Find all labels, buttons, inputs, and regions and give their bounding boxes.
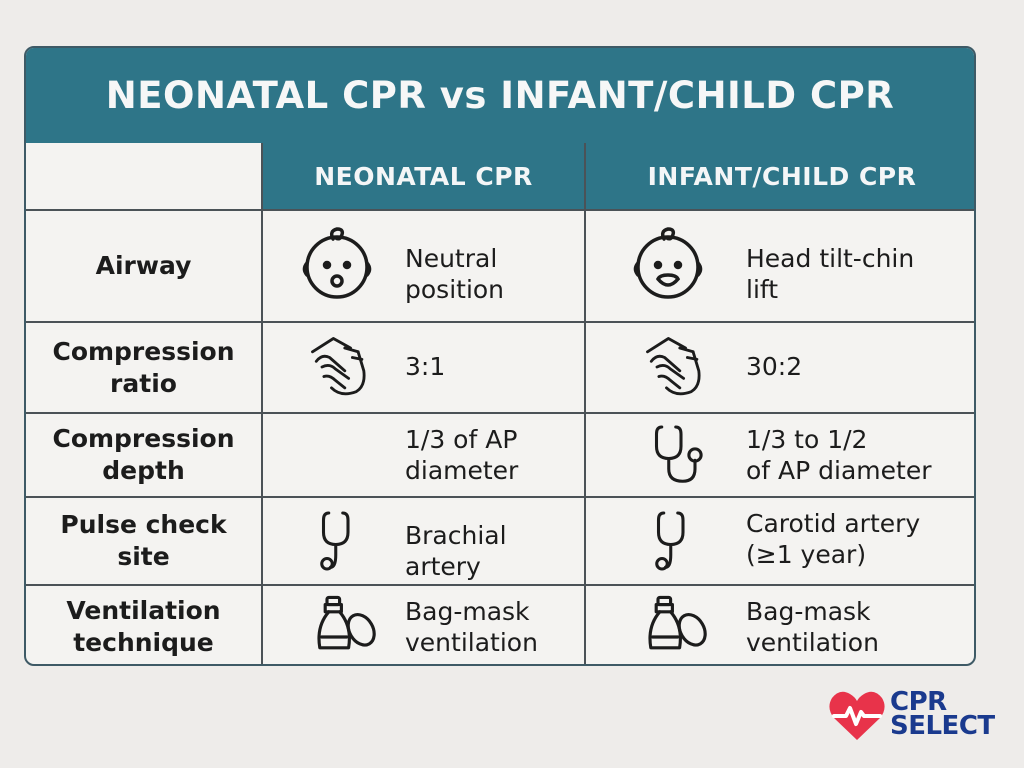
neonatal-cell: 1/3 of AP diameter — [261, 414, 584, 496]
heart-pulse-icon — [829, 691, 885, 740]
row-label: Ventilation technique — [66, 596, 221, 657]
stethoscope-icon — [646, 420, 716, 490]
neonatal-value: 1/3 of AP diameter — [405, 425, 519, 485]
neonatal-cell: 3:1 — [261, 323, 584, 412]
infant-child-cell: Bag-mask ventilation — [584, 586, 974, 664]
infant-child-value: 30:2 — [746, 352, 803, 381]
hands-compression-icon — [303, 329, 379, 405]
neonatal-value: Brachial artery — [405, 521, 507, 581]
header-neonatal: NEONATAL CPR — [261, 143, 584, 209]
stethoscope-icon — [313, 506, 383, 576]
table-row: Pulse check site Brachial artery — [26, 496, 974, 584]
row-label-cell: Airway — [26, 211, 261, 321]
header-empty-cell — [26, 143, 261, 209]
hands-compression-icon — [638, 329, 714, 405]
table-header-row: NEONATAL CPR INFANT/CHILD CPR — [26, 143, 974, 209]
infant-child-value: 1/3 to 1/2 of AP diameter — [746, 425, 932, 485]
bag-mask-icon — [309, 592, 381, 664]
row-label-cell: Compression depth — [26, 414, 261, 496]
baby-face-icon — [297, 225, 377, 305]
row-label-cell: Ventilation technique — [26, 586, 261, 664]
baby-face-icon — [628, 225, 708, 305]
column-header-neonatal: NEONATAL CPR — [314, 161, 533, 191]
title-bar: NEONATAL CPR vs INFANT/CHILD CPR — [26, 48, 974, 143]
neonatal-cell: Brachial artery — [261, 498, 584, 584]
row-label: Pulse check site — [60, 510, 227, 571]
row-label: Compression depth — [52, 424, 235, 485]
infant-child-value: Bag-mask ventilation — [746, 597, 879, 657]
cpr-select-logo: CPR SELECT — [828, 688, 998, 744]
infant-child-cell: 30:2 — [584, 323, 974, 412]
logo-line-1: CPR — [890, 687, 947, 717]
header-infant-child: INFANT/CHILD CPR — [584, 143, 974, 209]
row-label: Compression ratio — [52, 336, 235, 398]
table-row: Airway Neutral position — [26, 209, 974, 321]
stethoscope-icon — [648, 506, 718, 576]
column-header-infant-child: INFANT/CHILD CPR — [647, 161, 917, 191]
infant-child-value: Head tilt-chin lift — [746, 244, 915, 304]
neonatal-value: Bag-mask ventilation — [405, 597, 538, 657]
infant-child-cell: Carotid artery (≥1 year) — [584, 498, 974, 584]
row-label-cell: Pulse check site — [26, 498, 261, 584]
infant-child-cell: Head tilt-chin lift — [584, 211, 974, 321]
infant-child-cell: 1/3 to 1/2 of AP diameter — [584, 414, 974, 496]
page-title: NEONATAL CPR vs INFANT/CHILD CPR — [105, 74, 895, 117]
row-label-cell: Compression ratio — [26, 323, 261, 412]
logo-text: CPR SELECT — [890, 687, 995, 741]
neonatal-cell: Neutral position — [261, 211, 584, 321]
logo-line-2: SELECT — [890, 711, 995, 741]
table-row: Compression depth 1/3 of AP diameter 1/3… — [26, 412, 974, 496]
row-label: Airway — [95, 251, 192, 280]
table-row: Ventilation technique Bag-mask ventilati… — [26, 584, 974, 664]
bag-mask-icon — [640, 592, 712, 664]
table-row: Compression ratio 3:1 — [26, 321, 974, 412]
neonatal-value: Neutral position — [405, 244, 505, 304]
infant-child-value: Carotid artery (≥1 year) — [746, 509, 921, 569]
neonatal-cell: Bag-mask ventilation — [261, 586, 584, 664]
neonatal-value: 3:1 — [405, 352, 446, 381]
comparison-table: NEONATAL CPR vs INFANT/CHILD CPR NEONATA… — [24, 46, 976, 666]
